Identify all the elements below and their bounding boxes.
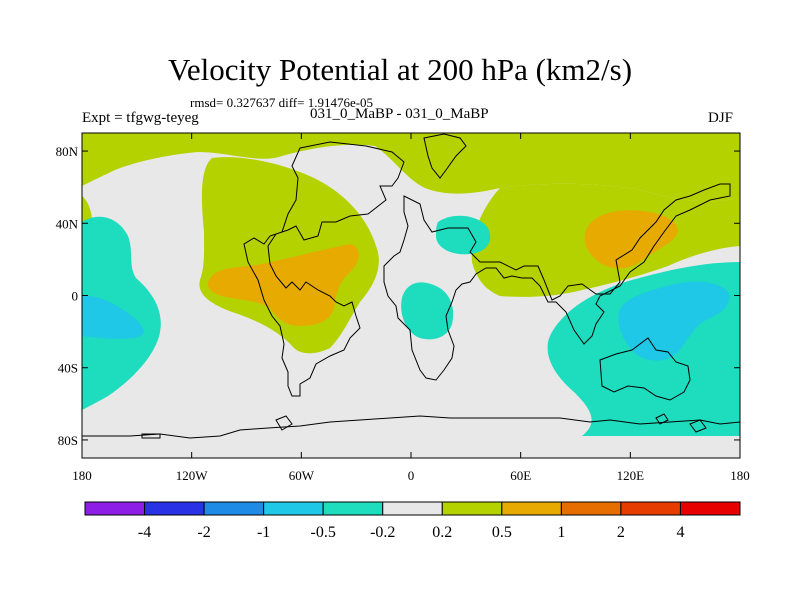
lon-tick-label: 120W xyxy=(176,468,209,483)
colorbar-label: 2 xyxy=(617,524,625,541)
lon-tick-label: 0 xyxy=(408,468,415,483)
lon-tick-label: 180 xyxy=(730,468,750,483)
positive-contour-arctic xyxy=(82,133,740,202)
colorbar-swatch xyxy=(263,501,324,516)
colorbar-swatch xyxy=(679,501,741,516)
experiment-label: Expt = tfgwg-teyeg xyxy=(82,110,199,126)
run-comparison-label: 031_0_MaBP - 031_0_MaBP xyxy=(310,106,489,122)
colorbar-label: 4 xyxy=(676,524,684,541)
colorbar-swatch xyxy=(144,501,205,516)
chart-title: Velocity Potential at 200 hPa (km2/s) xyxy=(167,52,633,87)
axes: 80N 40N 0 40S 80S 180 120W 60W 0 60E 120E 180 xyxy=(56,133,750,483)
colorbar-label: -2 xyxy=(197,524,210,541)
coastline-antarctica xyxy=(82,415,740,439)
colorbar-label: -1 xyxy=(257,524,270,541)
colorbar-swatch xyxy=(203,501,265,516)
colorbar-label: 0.2 xyxy=(432,524,452,541)
colorbar-swatch xyxy=(322,501,384,516)
coastline-islands xyxy=(141,413,707,439)
colorbar-swatch xyxy=(501,501,562,516)
lat-tick-label: 0 xyxy=(72,289,79,304)
map-field xyxy=(82,133,740,458)
colorbar-label: -4 xyxy=(138,524,151,541)
negative-core-maritime-continent xyxy=(618,281,730,361)
colorbar-swatch xyxy=(620,501,681,516)
negative-contour-mediterranean xyxy=(436,215,491,255)
negative-core-east-pacific xyxy=(82,295,144,339)
colorbar-label: 0.5 xyxy=(492,524,512,541)
colorbar-swatch xyxy=(84,501,146,516)
coastlines xyxy=(82,133,740,439)
colorbar-swatch xyxy=(382,501,443,516)
coastline-north-america xyxy=(243,141,405,397)
lon-tick-label: 60E xyxy=(510,468,531,483)
lat-tick-label: 80S xyxy=(58,433,78,448)
colorbar-swatch xyxy=(560,501,622,516)
colorbar-label: -0.5 xyxy=(311,524,336,541)
lon-tick-label: 60W xyxy=(289,468,315,483)
colorbar-label: 1 xyxy=(557,524,565,541)
rmsd-diff-stats: rmsd= 0.327637 diff= 1.91476e-05 xyxy=(190,95,374,110)
season-label: DJF xyxy=(708,110,734,126)
coastline-eurasia xyxy=(383,183,731,381)
colorbar-label: -0.2 xyxy=(370,524,395,541)
lon-tick-label: 180 xyxy=(72,468,92,483)
lat-tick-label: 80N xyxy=(56,144,79,159)
coastline-australia xyxy=(599,337,691,401)
negative-contour-africa xyxy=(401,282,454,340)
positive-core-east-asia xyxy=(584,210,678,269)
coastline-greenland xyxy=(423,133,467,179)
lat-tick-label: 40N xyxy=(56,216,79,231)
lat-tick-label: 40S xyxy=(58,361,78,376)
lon-tick-label: 120E xyxy=(617,468,645,483)
colorbar: -4 -2 -1 -0.5 -0.2 0.2 0.5 1 2 4 xyxy=(84,501,741,541)
colorbar-swatch xyxy=(441,501,503,516)
